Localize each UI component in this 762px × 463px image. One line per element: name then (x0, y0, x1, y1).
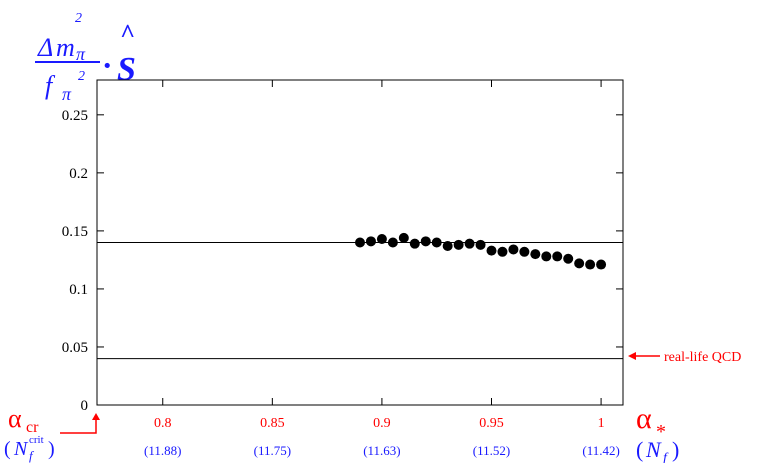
nf-N: N (645, 437, 662, 462)
data-point (596, 259, 607, 270)
nf-sub: f (663, 451, 669, 463)
ylabel-f-sub: π (62, 84, 72, 104)
data-point (530, 249, 541, 260)
nf-open-paren: ( (636, 437, 643, 462)
data-point (563, 253, 574, 264)
data-point (387, 237, 398, 248)
ylabel-m-sub: π (76, 44, 86, 64)
y-tick-label: 0 (81, 398, 89, 414)
y-tick-label: 0.2 (69, 166, 88, 182)
ylabel-f: f (45, 71, 56, 100)
ylabel-m-sup: 2 (75, 11, 82, 26)
alpha-star-sub: * (656, 421, 666, 443)
ylabel-m: m (56, 33, 75, 62)
y-tick-label: 0.25 (62, 108, 88, 124)
data-point (541, 251, 552, 262)
x-tick-label: 1 (598, 416, 605, 431)
data-point (355, 237, 365, 248)
data-point (453, 239, 464, 250)
data-point (409, 238, 420, 249)
alpha-cr-sub: cr (26, 419, 39, 436)
y-axis-label: Δ m 2 π f π 2 · ^ S (35, 11, 136, 104)
ylabel-S: S (117, 51, 136, 88)
nf-tick-label: (11.42) (582, 443, 619, 458)
data-point (508, 244, 519, 255)
nf-tick-label: (11.52) (473, 443, 510, 458)
alpha-cr-arrowhead (92, 413, 100, 420)
alpha-star-symbol: α (636, 402, 652, 435)
data-point (574, 258, 585, 269)
nf-tick-label: (11.75) (254, 443, 291, 458)
data-point (442, 240, 453, 251)
data-point (497, 246, 508, 257)
data-point (376, 234, 387, 245)
nf-labels: (11.88) (11.75) (11.63) (11.52) (11.42) (144, 443, 620, 458)
nf-crit-sup: crit (29, 434, 44, 446)
data-point (365, 236, 376, 247)
y-tick-label: 0.15 (62, 224, 88, 240)
alpha-cr-marker: α cr ( N f crit ) (4, 404, 100, 463)
data-point (398, 232, 409, 243)
nf-tick-label: (11.63) (363, 443, 400, 458)
x-tick-label: 0.9 (373, 416, 391, 431)
ylabel-f-sup: 2 (78, 69, 85, 84)
nf-close-paren: ) (672, 437, 679, 462)
nf-crit-close-paren: ) (48, 438, 55, 460)
y-tick-label: 0.1 (69, 282, 88, 298)
qcd-annotation: real-life QCD (628, 350, 741, 365)
ylabel-dot: · (103, 47, 111, 83)
alpha-star-label: α * ( N f ) (636, 402, 679, 463)
y-axis-ticks: 0 0.05 0.1 0.15 0.2 0.25 (62, 108, 623, 414)
nf-crit-open-paren: ( (4, 438, 11, 460)
qcd-label: real-life QCD (664, 350, 741, 365)
data-point (519, 246, 530, 257)
x-axis-ticks: 0.8 0.85 0.9 0.95 1 (154, 80, 605, 431)
x-tick-label: 0.85 (260, 416, 285, 431)
data-point (486, 245, 497, 256)
y-tick-label: 0.05 (62, 340, 88, 356)
alpha-cr-symbol: α (8, 404, 22, 433)
x-tick-label: 0.8 (154, 416, 172, 431)
data-point (431, 237, 442, 248)
data-point (552, 251, 563, 262)
nf-crit-sub: f (29, 448, 35, 463)
nf-crit-N: N (13, 438, 29, 460)
alpha-cr-arrow-line (60, 418, 97, 434)
data-point (420, 236, 431, 247)
nf-tick-label: (11.88) (144, 443, 181, 458)
data-point (475, 239, 486, 250)
ylabel-hat: ^ (120, 19, 135, 48)
ylabel-delta: Δ (37, 33, 53, 62)
data-points (355, 232, 607, 270)
x-tick-label: 0.95 (479, 416, 504, 431)
data-point (464, 238, 475, 249)
data-point (585, 259, 596, 270)
